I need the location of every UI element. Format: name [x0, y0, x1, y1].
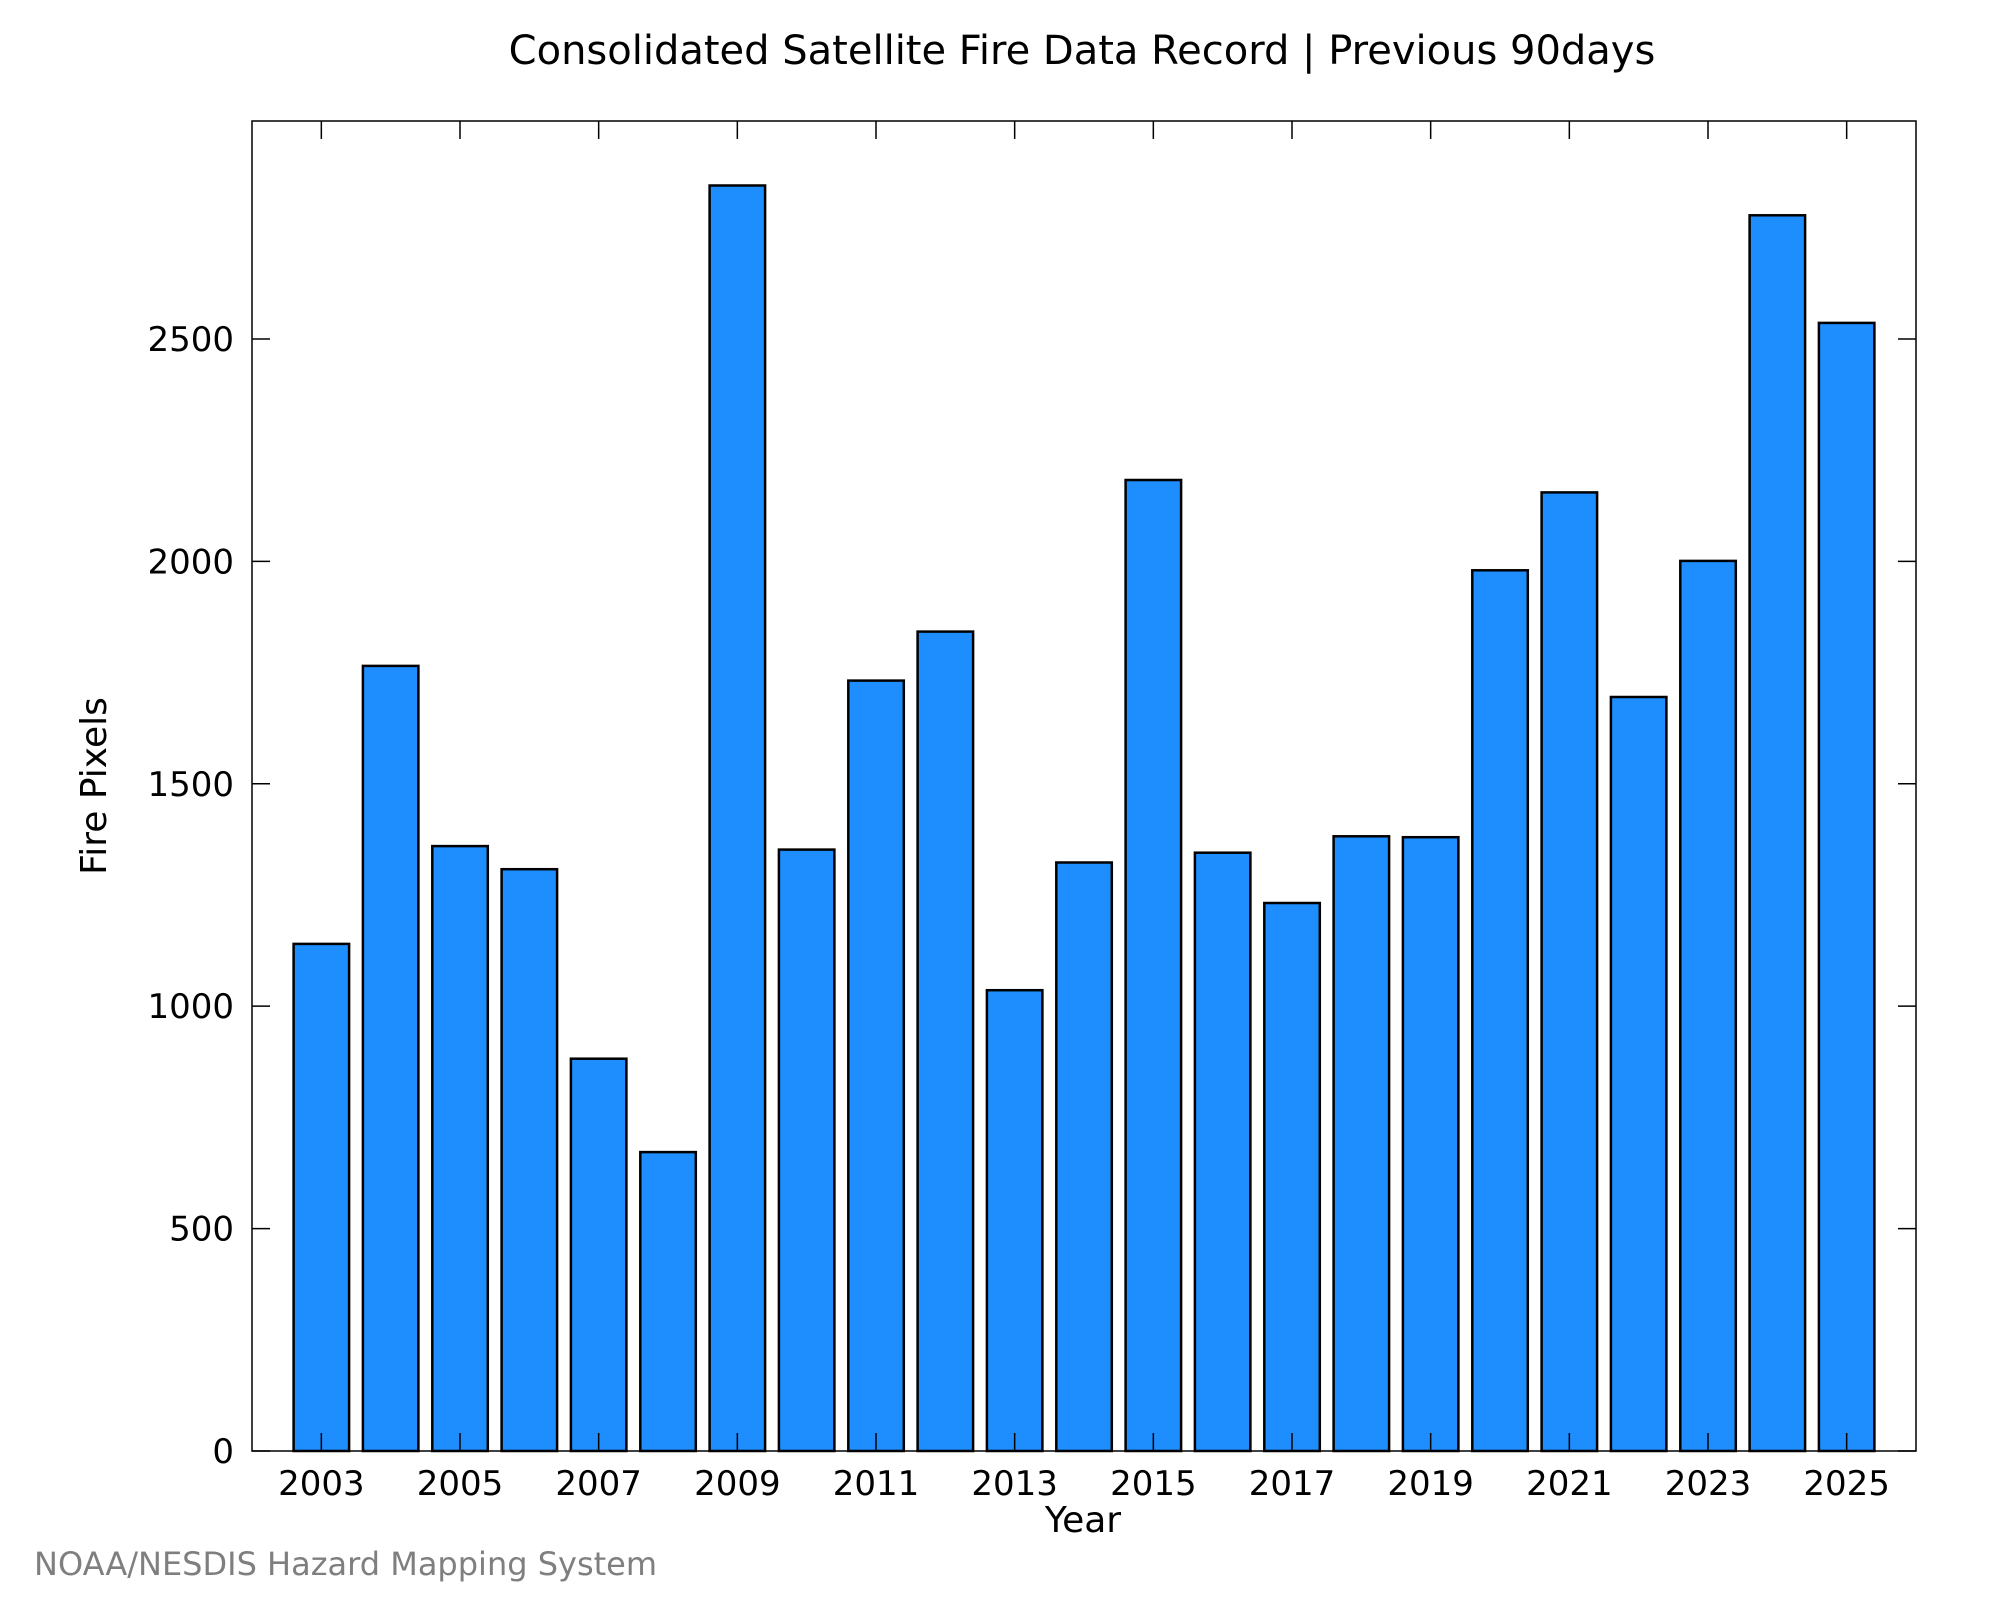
x-tick-label-2003: 2003: [278, 1464, 365, 1504]
bar-2010: [777, 848, 836, 1453]
bar-2017: [1263, 901, 1322, 1453]
plot-frame: [251, 120, 1917, 1452]
bar-2003: [292, 942, 351, 1453]
y-tick-label-500: 500: [169, 1210, 234, 1250]
bar-2022: [1609, 695, 1668, 1453]
y-axis-label: Fire Pixels: [74, 697, 115, 875]
x-axis-label: Year: [1044, 1500, 1121, 1541]
chart-title: Consolidated Satellite Fire Data Record …: [509, 28, 1656, 74]
bar-2023: [1679, 559, 1738, 1453]
bar-2015: [1124, 478, 1183, 1453]
bar-2018: [1332, 835, 1391, 1453]
source-credit: NOAA/NESDIS Hazard Mapping System: [34, 1545, 657, 1583]
x-tick-label-2017: 2017: [1249, 1464, 1336, 1504]
bar-2021: [1540, 491, 1599, 1453]
bar-2025: [1817, 321, 1876, 1453]
x-tick-label-2023: 2023: [1665, 1464, 1752, 1504]
x-tick-label-2007: 2007: [555, 1464, 642, 1504]
bar-2013: [985, 988, 1044, 1453]
x-tick-label-2009: 2009: [694, 1464, 781, 1504]
y-tick-label-1500: 1500: [147, 765, 234, 805]
x-tick-label-2021: 2021: [1526, 1464, 1613, 1504]
x-tick-label-2005: 2005: [417, 1464, 504, 1504]
bar-2005: [431, 844, 490, 1453]
x-tick-label-2015: 2015: [1110, 1464, 1197, 1504]
y-tick-labels: 0 500 1000 1500 2000 2500: [147, 320, 234, 1472]
bar-2009: [708, 184, 767, 1453]
bar-2019: [1401, 835, 1460, 1453]
bar-2020: [1471, 569, 1530, 1453]
x-tick-label-2025: 2025: [1803, 1464, 1890, 1504]
x-tick-label-2011: 2011: [833, 1464, 920, 1504]
bar-2012: [916, 630, 975, 1453]
x-tick-label-2013: 2013: [971, 1464, 1058, 1504]
ticks-group: [252, 121, 1916, 1452]
bar-2004: [361, 664, 420, 1453]
bars-group: [292, 184, 1876, 1453]
y-tick-label-1000: 1000: [147, 987, 234, 1027]
y-tick-label-0: 0: [212, 1432, 234, 1472]
bar-2024: [1748, 214, 1807, 1453]
x-tick-labels: 2003 2005 2007 2009 2011 2013 2015 2017 2019 2021…: [278, 1464, 1890, 1504]
bar-2007: [569, 1057, 628, 1453]
bar-2006: [500, 867, 559, 1453]
bar-2008: [639, 1150, 698, 1453]
y-tick-label-2500: 2500: [147, 320, 234, 360]
y-tick-label-2000: 2000: [147, 542, 234, 582]
bar-2016: [1193, 851, 1252, 1453]
bar-2014: [1055, 861, 1114, 1453]
bar-2011: [847, 679, 906, 1453]
x-tick-label-2019: 2019: [1387, 1464, 1474, 1504]
